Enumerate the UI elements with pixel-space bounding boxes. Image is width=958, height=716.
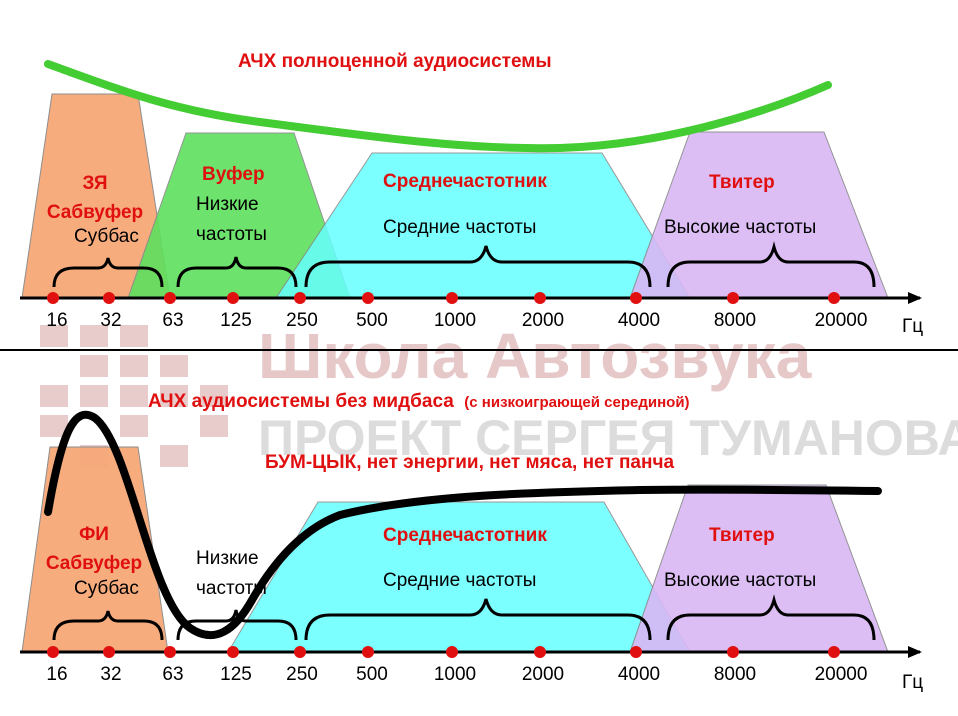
bottom-brace-low (176, 609, 298, 641)
top-brace-mid (304, 245, 652, 288)
top-tick-label: 16 (46, 310, 67, 331)
bottom-tick-label: 250 (286, 664, 318, 685)
top-tick-dot (446, 292, 458, 304)
bottom-low-desc1: Низкие (196, 548, 259, 569)
watermark-line2: ПРОЕКТ СЕРГЕЯ ТУМАНОВА (258, 410, 958, 466)
bottom-tick-label: 63 (162, 664, 183, 685)
bottom-tick-dot (103, 646, 115, 658)
bottom-tick-label: 16 (46, 664, 67, 685)
bottom-sub-title2: Сабвуфер (46, 553, 142, 574)
bottom-tick-dot (534, 646, 546, 658)
bottom-tick-dot (727, 646, 739, 658)
bottom-tick-label: 8000 (714, 664, 756, 685)
top-tick-dot (103, 292, 115, 304)
top-woofer-desc2: частоты (196, 224, 267, 245)
top-tweeter-title: Твитер (709, 172, 775, 193)
top-sub-title2: Сабвуфер (47, 202, 143, 223)
bottom-tick-label: 2000 (522, 664, 564, 685)
bottom-tick-dot (227, 646, 239, 658)
top-mid-desc: Средние частоты (383, 217, 536, 238)
top-tick-dot (227, 292, 239, 304)
top-mid-title: Среднечастотник (383, 171, 547, 192)
bottom-sub-title: ФИ (79, 524, 109, 545)
bottom-panel: АЧХ аудиосистемы без мидбаса (с низкоигр… (20, 391, 923, 693)
top-brace-high (666, 241, 876, 288)
bottom-low-desc2: частоты (196, 578, 267, 599)
bottom-tick-dot (630, 646, 642, 658)
bottom-axis-unit: Гц (902, 672, 923, 693)
top-tick-label: 1000 (434, 310, 476, 331)
bottom-response-curve (44, 410, 882, 640)
top-tick-label: 4000 (618, 310, 660, 331)
bottom-title-note: (с низкоиграющей серединой) (464, 394, 689, 411)
bottom-tick-label: 125 (220, 664, 252, 685)
top-title: АЧХ полноценной аудиосистемы (238, 51, 552, 72)
top-braces (52, 241, 876, 288)
top-tick-dot (727, 292, 739, 304)
bottom-tick-label: 1000 (434, 664, 476, 685)
bottom-tick-label: 20000 (815, 664, 868, 685)
bottom-brace-high (666, 594, 876, 641)
bottom-tick-label: 500 (356, 664, 388, 685)
top-tweeter-band (629, 131, 889, 299)
bottom-mid-title: Среднечастотник (383, 525, 547, 546)
top-tick-label: 20000 (815, 310, 868, 331)
top-tick-label: 500 (356, 310, 388, 331)
bottom-brace-sub (52, 610, 164, 641)
bottom-tweeter-title: Твитер (709, 525, 775, 546)
bottom-tick-dot (294, 646, 306, 658)
bottom-tick-label: 32 (100, 664, 121, 685)
top-tweeter-desc: Высокие частоты (664, 217, 816, 238)
watermark: Школа Автозвука ПРОЕКТ СЕРГЕЯ ТУМАНОВА (40, 320, 958, 467)
bottom-title: АЧХ аудиосистемы без мидбаса (148, 391, 454, 412)
top-tick-dot (294, 292, 306, 304)
bottom-tick-dot (828, 646, 840, 658)
top-brace-sub (52, 257, 164, 288)
bottom-sub-desc: Суббас (74, 578, 139, 599)
top-woofer-desc1: Низкие (196, 194, 259, 215)
top-tick-dot (828, 292, 840, 304)
top-axis-unit: Гц (902, 316, 923, 337)
top-tick-label: 2000 (522, 310, 564, 331)
top-tick-dot (534, 292, 546, 304)
top-brace-low (176, 256, 298, 288)
top-tick-label: 63 (162, 310, 183, 331)
top-tick-dot (362, 292, 374, 304)
bottom-tick-dot (446, 646, 458, 658)
bottom-brace-mid (304, 598, 652, 641)
bottom-tick-labels: 16 32 63 125 250 500 1000 2000 4000 8000 20000 (46, 664, 867, 685)
bottom-tweeter-desc: Высокие частоты (664, 570, 816, 591)
bottom-braces (52, 594, 876, 641)
bottom-tick-dot (164, 646, 176, 658)
top-woofer-title: Вуфер (202, 164, 265, 185)
top-tick-label: 32 (100, 310, 121, 331)
bottom-tick-label: 4000 (618, 664, 660, 685)
top-panel: АЧХ полноценной аудиосистемы ЗЯ Сабвуфер… (20, 51, 923, 337)
watermark-line1: Школа Автозвука (258, 320, 812, 392)
bottom-title-line: АЧХ аудиосистемы без мидбаса (с низкоигр… (148, 391, 690, 412)
top-sub-title: ЗЯ (82, 173, 107, 194)
top-tick-dot (47, 292, 59, 304)
bottom-tick-dot (362, 646, 374, 658)
top-tick-dot (164, 292, 176, 304)
top-tick-label: 250 (286, 310, 318, 331)
bottom-subtitle: БУМ-ЦЫК, нет энергии, нет мяса, нет панч… (265, 452, 675, 473)
top-tick-dot (630, 292, 642, 304)
top-sub-desc: Суббас (74, 226, 139, 247)
bottom-tick-dot (47, 646, 59, 658)
top-tick-labels: 16 32 63 125 250 500 1000 2000 4000 8000 20000 (46, 310, 867, 331)
top-tick-label: 8000 (714, 310, 756, 331)
bottom-tick-dots (47, 646, 840, 658)
bottom-mid-desc: Средние частоты (383, 570, 536, 591)
top-response-curve (44, 60, 832, 153)
top-tick-label: 125 (220, 310, 252, 331)
top-tick-dots (47, 292, 840, 304)
